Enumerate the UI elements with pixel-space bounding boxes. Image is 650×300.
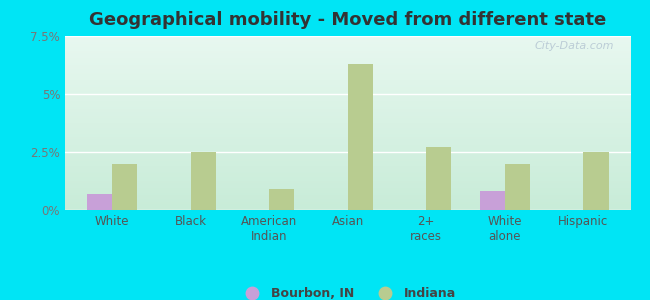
Bar [505, 164, 530, 210]
Bar [190, 152, 216, 210]
Bar [269, 189, 294, 210]
Bar [348, 64, 373, 210]
Title: Geographical mobility - Moved from different state: Geographical mobility - Moved from diffe… [89, 11, 606, 29]
Bar [87, 194, 112, 210]
Bar [584, 152, 608, 210]
Bar [112, 164, 137, 210]
Bar [480, 191, 505, 210]
Text: City-Data.com: City-Data.com [534, 41, 614, 51]
Legend: Bourbon, IN, Indiana: Bourbon, IN, Indiana [235, 282, 461, 300]
Bar [426, 147, 452, 210]
